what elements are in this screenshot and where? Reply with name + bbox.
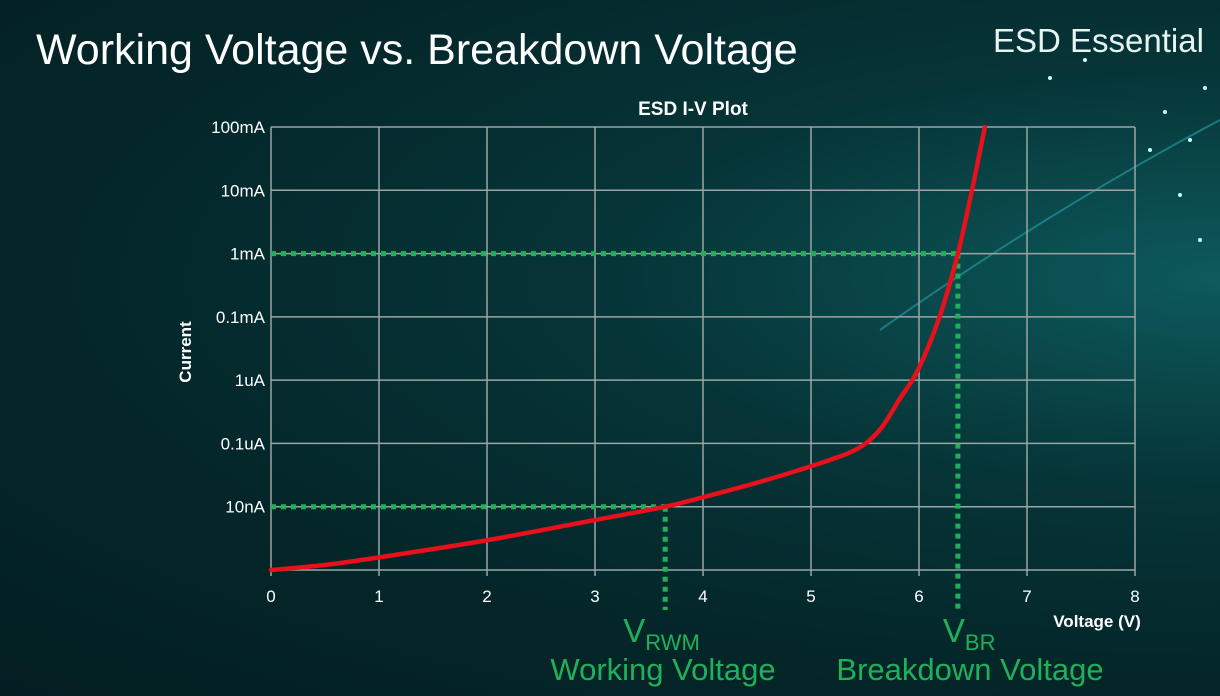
y-tick-labels: 10nA 0.1uA 1uA 0.1mA 1mA 10mA 100mA <box>211 118 266 517</box>
sparkle-dot <box>1178 193 1182 197</box>
y-tick-label: 10nA <box>225 498 265 517</box>
x-tick-label: 3 <box>590 587 599 606</box>
slide-title: Working Voltage vs. Breakdown Voltage <box>36 26 798 74</box>
grid <box>270 126 1136 576</box>
sparkle-dot <box>1163 110 1167 114</box>
sparkle-dot <box>1083 58 1087 62</box>
brand-logo-text: ESD Essential <box>993 22 1204 59</box>
y-tick-label: 1uA <box>235 371 266 390</box>
annotation-symbol: VRWM <box>623 612 700 655</box>
x-tick-label: 1 <box>374 587 383 606</box>
chart-title: ESD I-V Plot <box>638 99 748 120</box>
sparkle-dot <box>1048 76 1052 80</box>
y-tick-label: 1mA <box>230 245 266 264</box>
annotation-symbol: VBR <box>943 612 996 655</box>
x-tick-label: 8 <box>1130 587 1139 606</box>
x-tick-label: 2 <box>482 587 491 606</box>
sparkle-dot <box>1188 138 1192 142</box>
sparkle-dot <box>1148 148 1152 152</box>
sparkle-dot <box>1198 238 1202 242</box>
annotation-label: Breakdown Voltage <box>836 652 1103 687</box>
iv-curve <box>268 124 988 573</box>
background-decoration <box>879 58 1220 331</box>
annotation-markers <box>271 251 961 610</box>
annotation-label: Working Voltage <box>550 652 775 687</box>
y-tick-label: 0.1mA <box>216 308 266 327</box>
x-tick-label: 7 <box>1022 587 1031 606</box>
light-streak <box>879 119 1220 331</box>
x-tick-label: 0 <box>266 587 275 606</box>
y-axis-label: Current <box>176 321 195 383</box>
x-tick-label: 5 <box>806 587 815 606</box>
x-tick-label: 4 <box>698 587 707 606</box>
y-tick-label: 0.1uA <box>221 434 266 453</box>
x-axis-label: Voltage (V) <box>1053 612 1141 631</box>
y-tick-label: 10mA <box>221 181 266 200</box>
sparkle-dot <box>1203 86 1207 90</box>
x-tick-labels: 0 1 2 3 4 5 6 7 8 <box>266 587 1139 606</box>
y-tick-label: 100mA <box>211 118 266 137</box>
x-tick-label: 6 <box>914 587 923 606</box>
